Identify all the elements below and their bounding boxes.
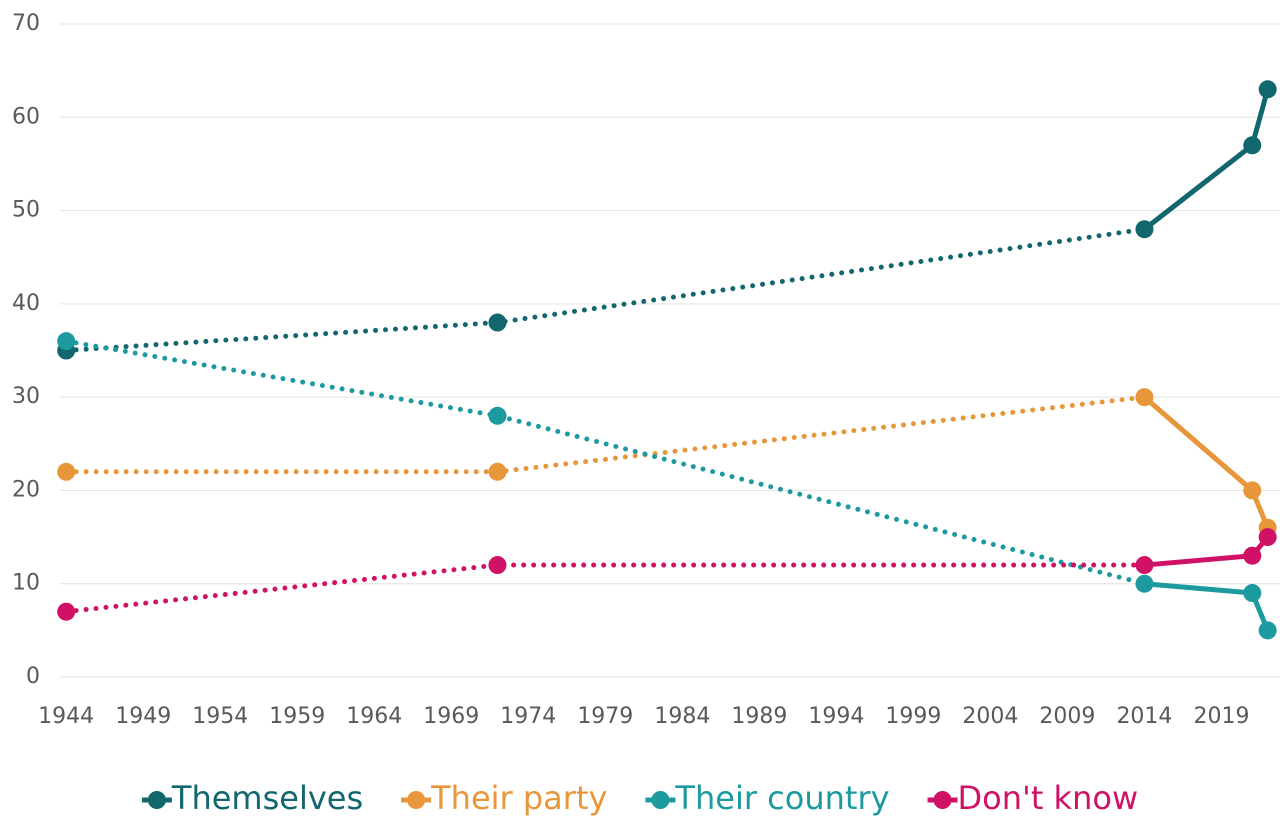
marker: [488, 406, 507, 425]
legend-marker: [407, 791, 426, 809]
x-tick-label: 1974: [500, 704, 556, 729]
marker: [1243, 136, 1262, 155]
x-tick-label: 1954: [192, 704, 248, 729]
x-tick-label: 2014: [1116, 704, 1172, 729]
marker: [1135, 556, 1154, 575]
marker: [1258, 621, 1277, 640]
marker: [1243, 481, 1262, 500]
x-tick-label: 1989: [731, 704, 787, 729]
x-tick-label: 1949: [115, 704, 171, 729]
legend-label: Their party: [430, 779, 607, 817]
dotted-line: [63, 394, 1147, 475]
marker: [488, 313, 507, 332]
marker: [57, 462, 76, 481]
x-tick-label: 1969: [423, 704, 479, 729]
legend-marker: [651, 791, 670, 809]
legend-label: Themselves: [171, 779, 363, 817]
x-tick-label: 1994: [808, 704, 864, 729]
marker: [1243, 546, 1262, 565]
marker: [1135, 574, 1154, 593]
legend-label: Their country: [674, 779, 889, 817]
x-tick-label: 2004: [962, 704, 1018, 729]
x-tick-label: 1999: [885, 704, 941, 729]
x-tick-label: 1984: [654, 704, 710, 729]
marker: [1135, 388, 1154, 407]
dotted-line: [63, 338, 1147, 587]
marker: [488, 462, 507, 481]
legend-label: Don't know: [958, 779, 1139, 817]
x-tick-label: 1979: [577, 704, 633, 729]
marker: [57, 602, 76, 621]
dotted-line: [63, 562, 1147, 615]
y-tick-label: 60: [12, 104, 40, 129]
marker: [1135, 220, 1154, 239]
legend-marker: [933, 791, 952, 809]
y-tick-label: 10: [12, 571, 40, 596]
y-tick-label: 30: [12, 384, 40, 409]
marker: [57, 332, 76, 351]
y-tick-label: 20: [12, 477, 40, 502]
y-tick-label: 50: [12, 198, 40, 223]
marker: [1258, 80, 1277, 99]
y-tick-label: 0: [26, 664, 40, 689]
y-tick-label: 70: [12, 11, 40, 36]
line: [1141, 394, 1271, 531]
legend-marker: [147, 791, 166, 809]
x-tick-label: 2009: [1039, 704, 1095, 729]
marker: [488, 556, 507, 575]
y-tick-label: 40: [12, 291, 40, 316]
dotted-line: [63, 226, 1147, 353]
line: [1141, 86, 1271, 232]
x-tick-label: 1964: [346, 704, 402, 729]
x-tick-label: 2019: [1193, 704, 1249, 729]
marker: [1243, 584, 1262, 603]
x-tick-label: 1944: [38, 704, 94, 729]
x-tick-label: 1959: [269, 704, 325, 729]
marker: [1258, 528, 1277, 547]
